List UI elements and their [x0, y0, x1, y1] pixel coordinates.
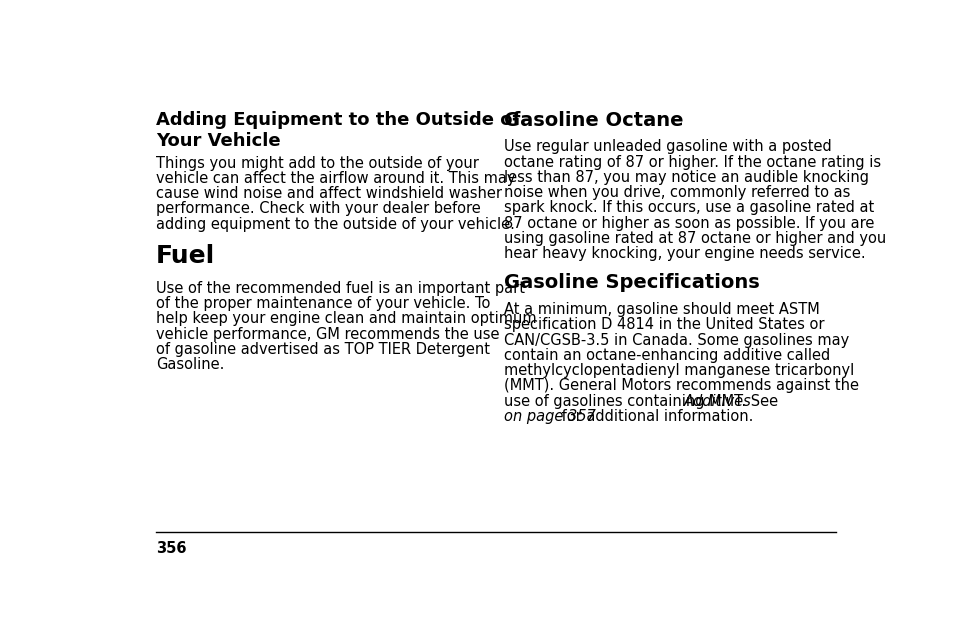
Text: less than 87, you may notice an audible knocking: less than 87, you may notice an audible … — [503, 170, 868, 185]
Text: use of gasolines containing MMT. See: use of gasolines containing MMT. See — [503, 394, 781, 408]
Text: CAN/CGSB-3.5 in Canada. Some gasolines may: CAN/CGSB-3.5 in Canada. Some gasolines m… — [503, 333, 848, 348]
Text: on page 357: on page 357 — [503, 409, 595, 424]
Text: Gasoline Specifications: Gasoline Specifications — [503, 273, 759, 293]
Text: 87 octane or higher as soon as possible. If you are: 87 octane or higher as soon as possible.… — [503, 216, 873, 230]
Text: performance. Check with your dealer before: performance. Check with your dealer befo… — [156, 202, 480, 216]
Text: vehicle can affect the airflow around it. This may: vehicle can affect the airflow around it… — [156, 171, 516, 186]
Text: hear heavy knocking, your engine needs service.: hear heavy knocking, your engine needs s… — [503, 246, 864, 261]
Text: Use regular unleaded gasoline with a posted: Use regular unleaded gasoline with a pos… — [503, 139, 831, 155]
Text: octane rating of 87 or higher. If the octane rating is: octane rating of 87 or higher. If the oc… — [503, 155, 880, 170]
Text: of gasoline advertised as TOP TIER Detergent: of gasoline advertised as TOP TIER Deter… — [156, 342, 490, 357]
Text: of the proper maintenance of your vehicle. To: of the proper maintenance of your vehicl… — [156, 296, 490, 311]
Text: Use of the recommended fuel is an important part: Use of the recommended fuel is an import… — [156, 281, 525, 296]
Text: cause wind noise and affect windshield washer: cause wind noise and affect windshield w… — [156, 186, 501, 201]
Text: Adding Equipment to the Outside of
Your Vehicle: Adding Equipment to the Outside of Your … — [156, 111, 520, 150]
Text: Fuel: Fuel — [156, 244, 215, 268]
Text: help keep your engine clean and maintain optimum: help keep your engine clean and maintain… — [156, 311, 537, 326]
Text: At a minimum, gasoline should meet ASTM: At a minimum, gasoline should meet ASTM — [503, 302, 819, 317]
Text: spark knock. If this occurs, use a gasoline rated at: spark knock. If this occurs, use a gasol… — [503, 200, 873, 216]
Text: (MMT). General Motors recommends against the: (MMT). General Motors recommends against… — [503, 378, 858, 393]
Text: specification D 4814 in the United States or: specification D 4814 in the United State… — [503, 317, 823, 333]
Text: vehicle performance, GM recommends the use: vehicle performance, GM recommends the u… — [156, 326, 499, 342]
Text: noise when you drive, commonly referred to as: noise when you drive, commonly referred … — [503, 185, 849, 200]
Text: contain an octane-enhancing additive called: contain an octane-enhancing additive cal… — [503, 348, 829, 363]
Text: Things you might add to the outside of your: Things you might add to the outside of y… — [156, 156, 478, 171]
Text: Gasoline Octane: Gasoline Octane — [503, 111, 682, 130]
Text: 356: 356 — [156, 541, 187, 556]
Text: adding equipment to the outside of your vehicle.: adding equipment to the outside of your … — [156, 217, 515, 232]
Text: Additives: Additives — [683, 394, 751, 408]
Text: methylcyclopentadienyl manganese tricarbonyl: methylcyclopentadienyl manganese tricarb… — [503, 363, 853, 378]
Text: Gasoline.: Gasoline. — [156, 357, 224, 372]
Text: for additional information.: for additional information. — [557, 409, 753, 424]
Text: using gasoline rated at 87 octane or higher and you: using gasoline rated at 87 octane or hig… — [503, 231, 885, 245]
